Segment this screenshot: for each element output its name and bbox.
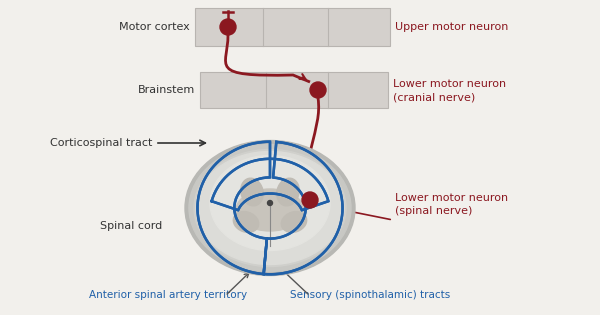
- Ellipse shape: [233, 212, 259, 232]
- Text: Anterior spinal artery territory: Anterior spinal artery territory: [89, 290, 247, 300]
- Ellipse shape: [302, 192, 318, 208]
- Ellipse shape: [189, 145, 351, 272]
- FancyBboxPatch shape: [200, 72, 388, 108]
- Ellipse shape: [210, 156, 330, 250]
- Ellipse shape: [185, 140, 355, 276]
- FancyBboxPatch shape: [195, 8, 390, 46]
- Ellipse shape: [196, 152, 344, 265]
- Text: Lower motor neuron: Lower motor neuron: [395, 193, 508, 203]
- Ellipse shape: [194, 150, 346, 266]
- Text: (spinal nerve): (spinal nerve): [395, 206, 472, 216]
- Ellipse shape: [281, 212, 307, 232]
- Ellipse shape: [277, 178, 299, 206]
- Text: Spinal cord: Spinal cord: [100, 221, 162, 231]
- Text: Corticospinal tract: Corticospinal tract: [50, 138, 152, 148]
- Text: (cranial nerve): (cranial nerve): [393, 92, 475, 102]
- Text: Lower motor neuron: Lower motor neuron: [393, 79, 506, 89]
- Ellipse shape: [310, 82, 326, 98]
- Ellipse shape: [236, 189, 304, 231]
- Ellipse shape: [220, 19, 236, 35]
- Ellipse shape: [241, 178, 263, 206]
- Text: Upper motor neuron: Upper motor neuron: [395, 22, 508, 32]
- Text: Motor cortex: Motor cortex: [119, 22, 190, 32]
- Text: Brainstem: Brainstem: [138, 85, 195, 95]
- Text: Sensory (spinothalamic) tracts: Sensory (spinothalamic) tracts: [290, 290, 450, 300]
- Ellipse shape: [268, 201, 272, 205]
